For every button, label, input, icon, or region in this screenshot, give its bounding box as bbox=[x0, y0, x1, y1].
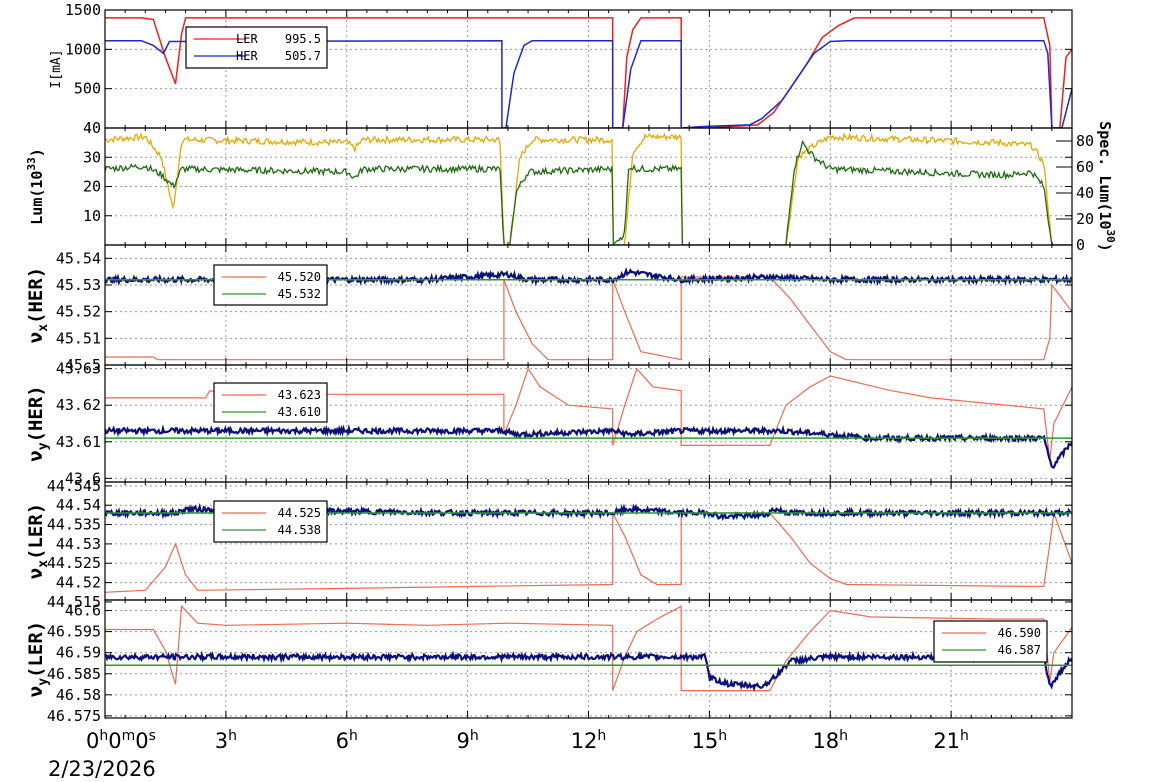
y-right-tick-label: 0 bbox=[1076, 236, 1085, 254]
y-axis-label: νx(LER) bbox=[25, 503, 51, 579]
legend: LER 995.5 HER 505.7 bbox=[185, 26, 328, 69]
series-line-specific-luminosity bbox=[105, 139, 1072, 245]
y-tick-label: 44.545 bbox=[47, 477, 101, 495]
y-right-tick-label: 60 bbox=[1076, 158, 1094, 176]
series-line-tune-set bbox=[105, 604, 1072, 692]
series-line-her bbox=[105, 39, 1072, 128]
y-axis-label: I[mA] bbox=[49, 49, 64, 88]
legend-box bbox=[213, 264, 328, 306]
x-tick-label: 9h bbox=[457, 728, 479, 753]
legend-value: 44.525 bbox=[278, 506, 321, 520]
panel-luminosity: 10 20 30 40 0 20 40 60 80 Spec. Lum(1030) Lum(1033… bbox=[25, 119, 1117, 254]
legend-value: 43.610 bbox=[278, 405, 321, 419]
x-tick-label: 21h bbox=[933, 728, 969, 753]
x-tick-label: 15h bbox=[692, 728, 728, 753]
legend-value: 44.538 bbox=[278, 523, 321, 537]
y-tick-label: 45.54 bbox=[56, 249, 101, 267]
y-tick-label: 46.585 bbox=[47, 665, 101, 683]
y-tick-label: 44.525 bbox=[47, 554, 101, 572]
panel-nuy_her: 43.6 43.61 43.62 43.63 νy(HER) 43.623 43.610 bbox=[25, 360, 1073, 487]
y-tick-label: 500 bbox=[74, 80, 101, 98]
y-tick-label: 46.6 bbox=[65, 602, 101, 620]
y-tick-label: 46.575 bbox=[47, 707, 101, 725]
y-axis-label: νy(LER) bbox=[25, 621, 51, 697]
y-tick-label: 30 bbox=[83, 148, 101, 166]
series-line-tune-set bbox=[105, 276, 1072, 361]
y-right-tick-label: 80 bbox=[1076, 132, 1094, 150]
y-tick-label: 44.535 bbox=[47, 516, 101, 534]
y-tick-label: 44.515 bbox=[47, 593, 101, 611]
series-line-tune-set bbox=[105, 367, 1072, 461]
y-tick-label: 43.62 bbox=[56, 396, 101, 414]
legend-value: 46.587 bbox=[998, 643, 1041, 657]
legend: 45.520 45.532 bbox=[213, 264, 328, 306]
legend-box bbox=[185, 26, 328, 69]
y-tick-label: 1500 bbox=[65, 1, 101, 19]
panel-nuy_ler: 46.575 46.58 46.585 46.59 46.595 46.6 νy(LER) 4… bbox=[25, 599, 1073, 725]
y-right-tick-label: 20 bbox=[1076, 210, 1094, 228]
legend-value: 46.590 bbox=[998, 626, 1041, 640]
series-line-measured bbox=[105, 424, 1072, 469]
legend-value: 43.623 bbox=[278, 388, 321, 402]
x-tick-label: 12h bbox=[571, 728, 607, 753]
y-axis-right-label: Spec. Lum(1030) bbox=[1096, 121, 1117, 252]
y-tick-label: 45.51 bbox=[56, 329, 101, 347]
y-tick-label: 46.59 bbox=[56, 644, 101, 662]
series-line-luminosity bbox=[105, 132, 1072, 245]
legend-value: 505.7 bbox=[285, 49, 321, 63]
legend-value: 45.532 bbox=[278, 287, 321, 301]
y-tick-label: 43.61 bbox=[56, 433, 101, 451]
y-tick-label: 20 bbox=[83, 178, 101, 196]
x-axis-date-label: 2/23/2026 bbox=[48, 757, 156, 781]
series-line-tune-set bbox=[105, 512, 1072, 593]
panel-current: 500 1000 1500 I[mA] LER 995.5 HER 505.7 bbox=[49, 1, 1073, 129]
x-tick-label: 18h bbox=[812, 728, 848, 753]
y-tick-label: 44.54 bbox=[56, 496, 101, 514]
legend: 43.623 43.610 bbox=[213, 382, 328, 423]
y-axis-label: νx(HER) bbox=[25, 267, 51, 343]
legend: 44.525 44.538 bbox=[213, 500, 328, 543]
y-tick-label: 43.6 bbox=[65, 469, 101, 487]
x-tick-label: 3h bbox=[215, 728, 237, 753]
y-tick-label: 44.52 bbox=[56, 574, 101, 592]
y-tick-label: 45.53 bbox=[56, 276, 101, 294]
y-axis-label: Lum(1033) bbox=[25, 148, 46, 224]
y-tick-label: 44.53 bbox=[56, 535, 101, 553]
legend-box bbox=[213, 382, 328, 423]
panel-nux_ler: 44.51544.5244.52544.5344.53544.5444.545ν… bbox=[25, 477, 1073, 611]
y-tick-label: 10 bbox=[83, 207, 101, 225]
y-tick-label: 46.595 bbox=[47, 623, 101, 641]
y-tick-label: 46.58 bbox=[56, 686, 101, 704]
series-line-measured bbox=[105, 649, 1072, 692]
x-tick-label: 6h bbox=[336, 728, 358, 753]
legend-value: 45.520 bbox=[278, 270, 321, 284]
y-tick-label: 45.5 bbox=[65, 356, 101, 374]
y-axis-label: νy(HER) bbox=[25, 385, 51, 461]
legend-box bbox=[933, 620, 1048, 663]
y-right-tick-label: 40 bbox=[1076, 184, 1094, 202]
legend-name: LER bbox=[236, 32, 258, 46]
legend: 46.590 46.587 bbox=[933, 620, 1048, 663]
legend-value: 995.5 bbox=[285, 32, 321, 46]
y-tick-label: 40 bbox=[83, 119, 101, 137]
legend-name: HER bbox=[236, 49, 258, 63]
y-tick-label: 1000 bbox=[65, 40, 101, 58]
legend-box bbox=[213, 500, 328, 543]
y-tick-label: 43.63 bbox=[56, 360, 101, 378]
y-tick-label: 45.52 bbox=[56, 303, 101, 321]
x-axis: 0h0m0s 3h 6h 9h 12h 15h 18h 21h 2/23/2026 bbox=[48, 728, 969, 781]
x-tick-label: 0h0m0s bbox=[86, 728, 156, 753]
